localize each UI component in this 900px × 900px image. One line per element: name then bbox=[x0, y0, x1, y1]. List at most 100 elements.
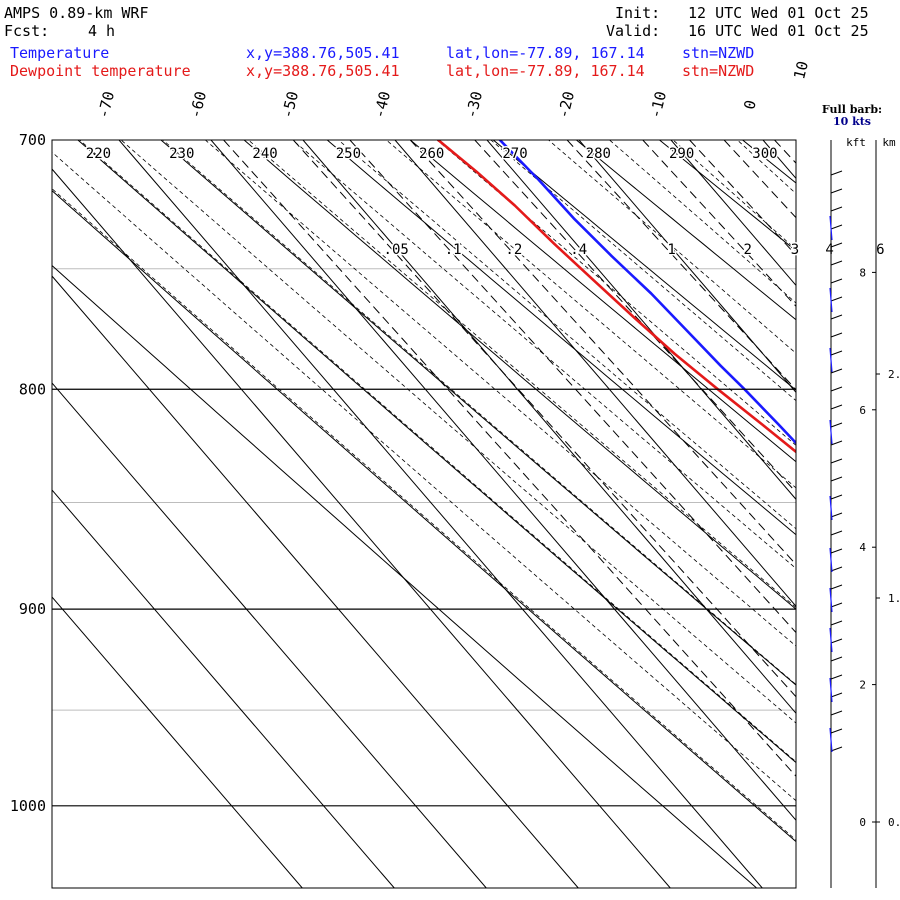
mixing-ratio-line bbox=[566, 140, 796, 391]
legend-temperature-xy: x,y=388.76,505.41 bbox=[246, 44, 400, 62]
pressure-tick-label: 1000 bbox=[10, 797, 46, 815]
sounding-series bbox=[436, 140, 796, 454]
wind-barb-staff bbox=[829, 727, 833, 753]
legend-dewpoint-name: Dewpoint temperature bbox=[10, 62, 191, 80]
dry-adiabat-label: 300 bbox=[752, 146, 777, 162]
wind-barb-staff bbox=[829, 419, 833, 445]
moist-adiabat-line bbox=[490, 140, 796, 402]
isotherm-line bbox=[302, 140, 796, 715]
mixing-ratio-lines bbox=[223, 140, 796, 777]
legend-dewpoint-latlon: lat,lon=-77.89, 167.14 bbox=[446, 62, 645, 80]
fcst-value: 4 h bbox=[88, 22, 116, 40]
wind-barb-staff bbox=[829, 287, 833, 313]
wind-barb-mark bbox=[830, 674, 843, 680]
moist-adiabat-line bbox=[204, 140, 796, 647]
km-tick-label: 0. bbox=[888, 816, 900, 829]
mixing-ratio-line bbox=[642, 140, 796, 308]
isotherm-tick-label: -70 bbox=[94, 89, 118, 120]
kft-tick-label: 8 bbox=[859, 266, 866, 279]
legend-temperature-stn: stn=NZWD bbox=[682, 44, 755, 62]
moist-adiabat-line bbox=[52, 151, 796, 802]
moist-adiabat-line bbox=[78, 140, 796, 763]
wind-barb-staff bbox=[829, 587, 833, 613]
valid-value: 16 UTC Wed 01 Oct 25 bbox=[688, 22, 869, 40]
isotherm-tick-label: -10 bbox=[646, 89, 670, 120]
wind-barb-mark bbox=[830, 692, 843, 698]
major-isobar-lines bbox=[52, 388, 796, 807]
kft-tick-label: 4 bbox=[859, 541, 866, 554]
moist-adiabat-line bbox=[337, 140, 796, 530]
mixing-ratio-line bbox=[474, 140, 796, 493]
wind-barb-mark bbox=[830, 458, 843, 464]
isotherm-line bbox=[578, 140, 796, 394]
wind-barb-mark bbox=[830, 548, 843, 554]
dry-adiabat-line bbox=[243, 140, 796, 610]
init-label: Init: bbox=[615, 4, 661, 22]
dry-adiabat-line bbox=[741, 140, 796, 184]
dry-adiabat-label: 270 bbox=[502, 146, 527, 162]
barb-legend-title-text: Full barb: bbox=[821, 103, 883, 116]
pressure-tick-label: 700 bbox=[19, 131, 46, 149]
wind-barb-mark bbox=[830, 314, 843, 320]
km-tick-label: 1. bbox=[888, 592, 900, 605]
wind-barb-mark bbox=[830, 512, 843, 518]
moist-adiabat-line bbox=[162, 140, 796, 686]
dry-adiabat-label: 240 bbox=[252, 146, 277, 162]
wind-barb-staff bbox=[829, 677, 833, 703]
km-label: km bbox=[882, 136, 896, 149]
dry-adiabat-label: 220 bbox=[86, 146, 111, 162]
dry-adiabat-line bbox=[52, 264, 758, 888]
wind-barb-mark bbox=[830, 710, 843, 716]
mixing-ratio-label: 2 bbox=[744, 242, 752, 258]
dry-adiabat-line bbox=[409, 140, 796, 463]
valid-label: Valid: bbox=[606, 22, 661, 40]
isotherm-line bbox=[670, 140, 796, 287]
dry-adiabat-line bbox=[575, 140, 796, 321]
wind-barb-mark bbox=[830, 746, 843, 752]
wind-barb-mark bbox=[830, 584, 843, 590]
minor-isobar-lines bbox=[52, 268, 796, 711]
wind-barb-mark bbox=[830, 278, 843, 284]
model-title: AMPS 0.89-km WRF bbox=[4, 4, 149, 22]
moist-adiabat-line bbox=[247, 140, 796, 608]
wind-barb-mark bbox=[830, 224, 843, 230]
dry-adiabat-line bbox=[809, 127, 900, 897]
mixing-ratio-line bbox=[349, 140, 796, 634]
moist-adiabat-line bbox=[608, 140, 796, 304]
isotherm-tick-label: -60 bbox=[186, 89, 210, 120]
wind-barb-mark bbox=[830, 728, 843, 734]
mixing-ratio-label: .4 bbox=[570, 242, 587, 258]
wind-barb-mark bbox=[830, 188, 843, 194]
barb-legend-title: Full barb: 10 kts bbox=[812, 104, 892, 128]
wind-barb-staff bbox=[829, 215, 833, 241]
wind-barb-mark bbox=[830, 422, 843, 428]
mixing-ratio-label: 3 bbox=[791, 242, 799, 258]
wind-barb-mark bbox=[830, 206, 843, 212]
wind-barb-mark bbox=[830, 260, 843, 266]
isotherm-line bbox=[52, 168, 671, 888]
init-value: 12 UTC Wed 01 Oct 25 bbox=[688, 4, 869, 22]
moist-adiabat-line bbox=[52, 188, 796, 841]
mixing-ratio-label: 4 bbox=[825, 242, 833, 258]
isotherm-tick-label: 0 bbox=[740, 98, 760, 111]
isotherm-line bbox=[52, 596, 303, 888]
wind-barb-staff bbox=[829, 627, 833, 653]
dry-adiabat-label: 230 bbox=[169, 146, 194, 162]
dry-adiabat-line bbox=[326, 140, 796, 536]
mixing-ratio-label: 1 bbox=[667, 242, 675, 258]
dry-adiabat-line bbox=[160, 140, 796, 686]
wind-barb-panel bbox=[829, 140, 880, 888]
isotherm-line bbox=[52, 275, 579, 888]
wind-barb-mark bbox=[830, 332, 843, 338]
barb-legend-subtitle: 10 kts bbox=[832, 115, 872, 128]
legend-dewpoint-stn: stn=NZWD bbox=[682, 62, 755, 80]
kft-tick-label: 2 bbox=[859, 679, 866, 692]
wind-barb-mark bbox=[830, 404, 843, 410]
dry-adiabat-label: 250 bbox=[336, 146, 361, 162]
mixing-ratio-line bbox=[223, 140, 796, 777]
isotherm-tick-label: -40 bbox=[370, 89, 394, 120]
wind-barb-mark bbox=[830, 386, 843, 392]
wind-barb-staff bbox=[829, 495, 833, 521]
